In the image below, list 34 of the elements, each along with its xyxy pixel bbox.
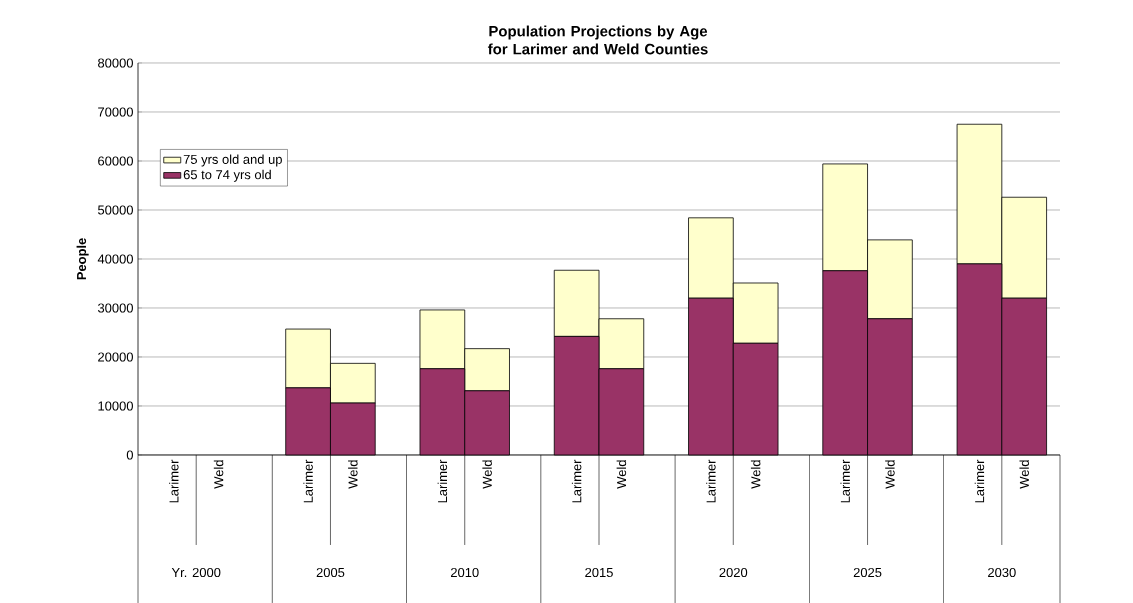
y-tick-label: 0 bbox=[126, 450, 133, 460]
text: 2005 bbox=[316, 567, 345, 577]
y-tick-label: 60000 bbox=[98, 156, 133, 166]
x-tick-label: Larimer bbox=[437, 459, 448, 503]
x-tick-label: Weld bbox=[348, 460, 358, 489]
text: 2030 bbox=[988, 567, 1016, 577]
x-tick-label: Weld bbox=[1019, 460, 1029, 489]
y-tick-label: 20000 bbox=[98, 352, 133, 362]
text: Yr. 2000 bbox=[171, 567, 221, 577]
y-tick-label: 10000 bbox=[98, 401, 133, 411]
legend-label: 75 yrs old and up bbox=[183, 154, 282, 167]
text: 2025 bbox=[853, 567, 882, 577]
chart-title: Population Projections by Age for Larimer and Weld Counties bbox=[487, 25, 708, 55]
y-tick-label: 40000 bbox=[97, 254, 133, 264]
y-tick-label: 30000 bbox=[97, 303, 133, 313]
x-tick-label: Larimer bbox=[571, 459, 582, 503]
x-tick-label: Weld bbox=[482, 460, 492, 489]
y-axis-title: People bbox=[76, 238, 89, 280]
x-tick-label: Larimer bbox=[706, 459, 716, 503]
y-tick-label: 70000 bbox=[98, 107, 133, 117]
x-tick-label: Weld bbox=[750, 460, 761, 489]
x-tick-label: Larimer bbox=[840, 459, 850, 503]
x-tick-label: Larimer bbox=[169, 459, 179, 503]
text: 2020 bbox=[719, 567, 748, 577]
legend-label: 65 to 74 yrs old bbox=[183, 169, 271, 182]
x-tick-label: Weld bbox=[616, 460, 627, 489]
x-tick-label: Weld bbox=[213, 460, 224, 489]
y-tick-label: 80000 bbox=[98, 58, 133, 68]
x-tick-label: Weld bbox=[885, 460, 895, 489]
text: 2015 bbox=[585, 567, 613, 577]
x-tick-label: Larimer bbox=[974, 459, 985, 503]
text: 2010 bbox=[450, 567, 479, 577]
x-tick-label: Larimer bbox=[303, 459, 313, 503]
y-tick-label: 50000 bbox=[98, 205, 133, 215]
